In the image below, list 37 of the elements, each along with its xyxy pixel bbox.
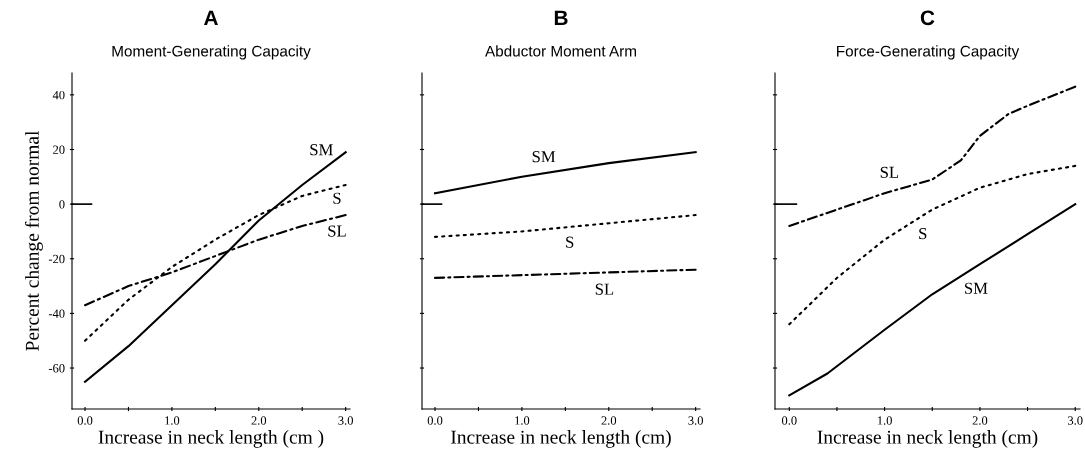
chart-title: B bbox=[554, 10, 568, 25]
y-tick-label: 20 bbox=[53, 145, 65, 154]
x-axis-title: Increase in neck length (cm) bbox=[817, 430, 1038, 448]
x-tick-label: 1.0 bbox=[515, 416, 530, 425]
y-axis-title: Percent change from normal bbox=[24, 130, 43, 351]
x-tick-label: 2.0 bbox=[972, 416, 988, 425]
y-tick-label: 0 bbox=[59, 200, 65, 209]
x-tick-label: 1.0 bbox=[165, 416, 180, 425]
x-tick-label: 3.0 bbox=[688, 416, 703, 425]
x-axis-title: Increase in neck length (cm ) bbox=[98, 430, 324, 448]
chart-subtitle: Abductor Moment Arm bbox=[485, 45, 636, 57]
x-tick-label: 3.0 bbox=[338, 416, 353, 425]
series-label: SM bbox=[310, 144, 333, 156]
series-label: S bbox=[566, 236, 574, 248]
series-label: SL bbox=[328, 225, 346, 237]
series-label: SL bbox=[880, 166, 899, 178]
series-label: SM bbox=[965, 282, 988, 294]
x-tick-label: 0.0 bbox=[77, 416, 93, 425]
x-axis-title: Increase in neck length (cm) bbox=[451, 430, 671, 448]
x-tick-label: 0.0 bbox=[427, 416, 443, 425]
x-tick-label: 1.0 bbox=[877, 416, 892, 425]
series-label: S bbox=[333, 192, 341, 204]
chart-subtitle: Moment-Generating Capacity bbox=[112, 45, 311, 60]
y-tick-label: 40 bbox=[52, 90, 65, 100]
x-tick-label: 2.0 bbox=[601, 416, 617, 425]
y-tick-label: -60 bbox=[48, 364, 65, 373]
chart-title: C bbox=[920, 10, 935, 26]
chart-title: A bbox=[203, 10, 218, 25]
chart-subtitle: Force-Generating Capacity bbox=[837, 45, 1020, 60]
y-tick-label: -20 bbox=[48, 254, 65, 264]
series-label: SM bbox=[532, 151, 556, 163]
x-tick-label: 2.0 bbox=[251, 416, 267, 425]
x-tick-label: 3.0 bbox=[1068, 416, 1083, 425]
series-label: SL bbox=[595, 283, 614, 295]
x-tick-label: 0.0 bbox=[781, 416, 797, 425]
series-label: S bbox=[919, 228, 927, 240]
y-tick-label: -40 bbox=[48, 309, 65, 318]
